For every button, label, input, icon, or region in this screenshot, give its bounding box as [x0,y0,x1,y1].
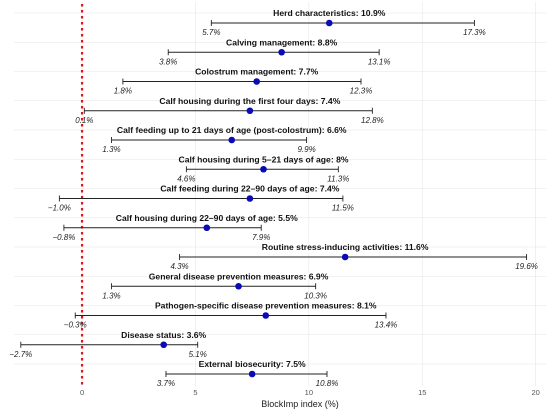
estimate-point [160,341,167,349]
ci-high-label: 12.3% [350,87,373,96]
ci-low-label: 1.3% [102,145,120,154]
row-item: Calf housing during 5–21 days of age: 8%… [177,154,349,183]
row-item: Herd characteristics: 10.9% 5.7% 17.3% [202,8,486,37]
row-label: Calf feeding during 22–90 days of age: 7… [160,184,339,194]
grid-lines [14,2,547,386]
estimate-point [262,312,270,319]
row-item: Calving management: 8.8% 3.8% 13.1% [159,37,390,66]
x-tick-label: 15 [418,388,426,397]
ci-low-label: −0.8% [52,233,75,242]
estimate-point [246,107,254,115]
ci-high-label: 10.8% [316,379,339,388]
estimate-point [253,78,260,85]
ci-low-label: 4.3% [170,262,188,271]
estimate-point [248,370,256,378]
ci-high-label: 11.3% [327,174,349,183]
row-label: Disease status: 3.6% [121,330,206,340]
row-item: Calf housing during the first four days:… [75,96,384,125]
estimate-point [325,19,333,27]
ci-high-label: 19.6% [515,262,538,271]
ci-low-label: 1.8% [114,87,132,96]
row-label: Colostrum management: 7.7% [195,67,319,77]
estimate-point [341,253,349,261]
row-label: Calving management: 8.8% [226,37,338,47]
ci-high-label: 12.8% [361,116,384,125]
row-item: Disease status: 3.6% −2.7% 5.1% [9,330,206,359]
ci-low-label: 3.8% [159,57,177,66]
ci-high-label: 13.4% [375,321,398,330]
x-axis-ticks: 0 5 10 15 20 [80,388,540,397]
x-tick-label: 5 [193,388,197,397]
ci-low-label: −1.0% [48,204,71,213]
ci-low-label: 5.7% [202,28,220,37]
row-label: Calf housing during 5–21 days of age: 8% [178,154,348,164]
ci-high-label: 10.3% [304,291,327,300]
estimate-point [228,136,236,144]
row-label: General disease prevention measures: 6.9… [149,271,329,281]
row-item: Routine stress-inducing activities: 11.6… [170,242,537,271]
ci-high-label: 17.3% [463,28,486,37]
x-axis-title: BlockImp index (%) [261,399,339,409]
ci-high-label: 7.9% [252,233,270,242]
row-item: Pathogen-specific disease prevention mea… [64,301,398,330]
ci-high-label: 11.5% [332,204,354,213]
row-label: Pathogen-specific disease prevention mea… [155,301,377,311]
row-item: Calf feeding up to 21 days of age (post-… [102,125,347,154]
estimate-point [260,165,267,173]
estimate-point [203,224,211,232]
row-label: External biosecurity: 7.5% [199,359,306,369]
ci-low-label: 3.7% [157,379,175,388]
ci-low-label: 4.6% [177,174,195,183]
ci-low-label: 1.3% [102,291,120,300]
ci-high-label: 9.9% [297,145,315,154]
x-tick-label: 0 [80,388,84,397]
row-label: Calf feeding up to 21 days of age (post-… [117,125,347,135]
rows-group: Herd characteristics: 10.9% 5.7% 17.3% Calv… [9,8,538,388]
row-item: External biosecurity: 7.5% 3.7% 10.8% [157,359,338,388]
row-label: Herd characteristics: 10.9% [273,8,386,18]
ci-high-label: 5.1% [189,350,207,359]
ci-low-label: −2.7% [9,350,32,359]
ci-low-label: −0.3% [64,321,87,330]
x-tick-label: 20 [531,388,539,397]
row-item: Colostrum management: 7.7% 1.8% 12.3% [114,67,373,96]
row-item: Calf feeding during 22–90 days of age: 7… [48,184,354,213]
row-item: General disease prevention measures: 6.9… [102,271,328,300]
estimate-point [235,282,242,290]
row-item: Calf housing during 22–90 days of age: 5… [52,213,298,242]
ci-high-label: 13.1% [368,57,391,66]
row-label: Routine stress-inducing activities: 11.6… [262,242,429,252]
ci-low-label: 0.1% [75,116,93,125]
x-tick-label: 10 [305,388,313,397]
row-label: Calf housing during 22–90 days of age: 5… [116,213,298,223]
row-label: Calf housing during the first four days:… [159,96,340,106]
estimate-point [278,48,285,56]
estimate-point [246,195,254,202]
